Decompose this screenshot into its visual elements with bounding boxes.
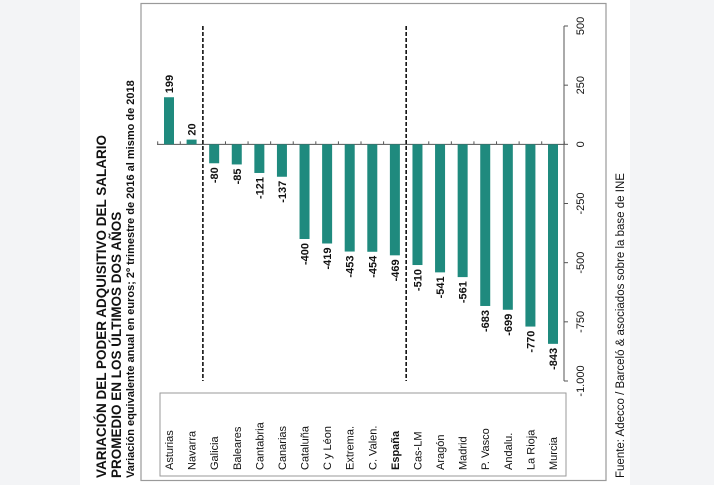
bar-la-rioja [525,144,536,327]
bar-galicia [209,144,220,164]
chart-title: VARIACIÓN DEL PODER ADQUISITIVO DEL SALA… [94,135,109,478]
category-label: Extrema. [345,426,357,470]
data-label: -121 [254,177,266,199]
bar-espa-a [389,144,400,256]
chart-source: Fuente: Adecco / Barceló & asociados sob… [615,173,627,478]
chart-background [80,0,630,485]
data-label: -137 [277,181,289,203]
value-tick-label: -500 [575,252,587,274]
category-label: Cantabria [254,421,266,470]
bar-arag-n [435,144,446,273]
bar-catalu-a [299,144,310,239]
data-label: -770 [525,331,537,353]
bar-andalu- [502,144,513,310]
value-tick-label: 500 [575,17,587,35]
bar-baleares [231,144,242,165]
category-label: Navarra [187,430,199,470]
category-label: Galicia [209,435,221,470]
data-label: -561 [458,281,470,303]
data-label: -699 [503,314,515,336]
category-label: C. Valen. [367,426,379,470]
category-label-box [159,392,567,477]
bar-navarra [186,139,197,145]
category-label: España [390,430,402,470]
category-label: Asturias [164,430,176,470]
bar-p-vasco [480,144,491,306]
bar-asturias [164,97,174,145]
data-label: -510 [412,269,424,291]
category-label: Baleares [232,426,244,470]
data-label: -843 [548,348,560,370]
bar-madrid [457,144,468,278]
bar-c-valen- [367,144,378,252]
bar-c-y-l-on [322,144,333,244]
data-label: 199 [164,75,176,93]
data-label: -85 [232,168,244,184]
data-label: -454 [367,255,379,278]
category-label: P. Vasco [480,428,492,470]
category-label: Canarias [277,425,289,470]
chart-title-line2: PROMEDIO EN LOS ÚLTIMOS DOS AÑOS [109,212,124,478]
category-label: Cataluña [300,425,312,470]
value-tick-label: -1.000 [575,365,587,396]
chart-subtitle: Variación equivalente anual en euros; 2º… [125,80,137,478]
bar-canarias [276,144,287,177]
category-label: Aragón [435,435,447,470]
category-label: C y Léon [322,426,334,470]
category-label: Cas-LM [412,431,424,470]
plot-frame [140,2,607,482]
value-tick-label: -750 [575,311,587,333]
bar-extrema- [344,144,355,252]
category-label: Murcia [548,436,560,470]
value-tick-label: 250 [575,76,587,94]
data-label: -400 [300,243,312,265]
data-label: 20 [187,123,199,135]
data-label: -683 [480,310,492,332]
bar-cas-lm [412,144,423,266]
value-tick-label: -250 [575,192,587,214]
category-label: Andalu. [503,433,515,470]
bar-murcia [548,144,558,344]
category-label: La Rioja [525,429,537,470]
data-label: -80 [209,167,221,183]
category-label: Madrid [458,436,470,470]
data-label: -469 [390,259,402,281]
bar-cantabria [254,144,265,173]
data-label: -419 [322,247,334,269]
value-tick-label: 0 [575,141,587,147]
data-label: -453 [345,256,357,278]
data-label: -541 [435,276,447,298]
